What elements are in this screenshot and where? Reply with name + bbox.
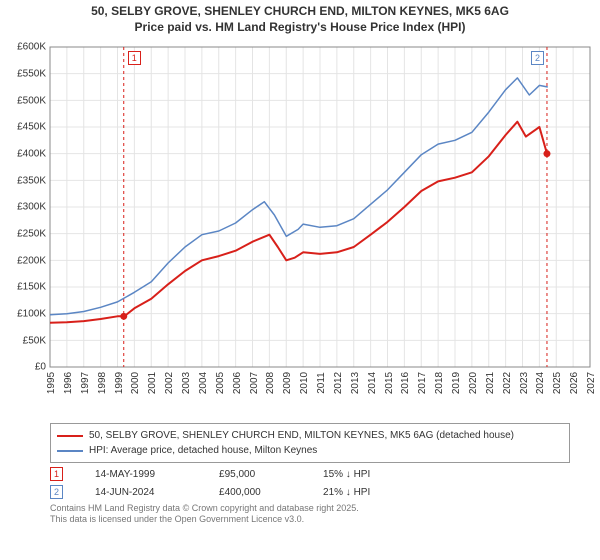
chart-marker-badge: 2 — [531, 51, 544, 65]
marker-badge-2: 2 — [50, 485, 63, 499]
legend-label-price-paid: 50, SELBY GROVE, SHENLEY CHURCH END, MIL… — [89, 428, 514, 443]
marker-badges: 12 — [0, 37, 600, 417]
legend-swatch-price-paid — [57, 435, 83, 437]
attribution-line-1: Contains HM Land Registry data © Crown c… — [50, 503, 570, 514]
marker-price-1: £95,000 — [219, 469, 299, 480]
marker-delta-2: 21% ↓ HPI — [323, 487, 370, 498]
legend-label-hpi: HPI: Average price, detached house, Milt… — [89, 443, 317, 458]
marker-row-1: 1 14-MAY-1999 £95,000 15% ↓ HPI — [50, 467, 570, 481]
attribution-line-2: This data is licensed under the Open Gov… — [50, 514, 570, 525]
marker-delta-1: 15% ↓ HPI — [323, 469, 370, 480]
legend: 50, SELBY GROVE, SHENLEY CHURCH END, MIL… — [50, 423, 570, 463]
title-line-1: 50, SELBY GROVE, SHENLEY CHURCH END, MIL… — [0, 4, 600, 20]
chart-marker-badge: 1 — [128, 51, 141, 65]
marker-date-2: 14-JUN-2024 — [95, 487, 195, 498]
marker-row-2: 2 14-JUN-2024 £400,000 21% ↓ HPI — [50, 485, 570, 499]
marker-price-2: £400,000 — [219, 487, 299, 498]
chart-title: 50, SELBY GROVE, SHENLEY CHURCH END, MIL… — [0, 0, 600, 37]
attribution: Contains HM Land Registry data © Crown c… — [50, 503, 570, 525]
legend-item-hpi: HPI: Average price, detached house, Milt… — [57, 443, 563, 458]
marker-date-1: 14-MAY-1999 — [95, 469, 195, 480]
marker-table: 1 14-MAY-1999 £95,000 15% ↓ HPI 2 14-JUN… — [50, 467, 570, 499]
legend-item-price-paid: 50, SELBY GROVE, SHENLEY CHURCH END, MIL… — [57, 428, 563, 443]
title-line-2: Price paid vs. HM Land Registry's House … — [0, 20, 600, 36]
chart-area: £0£50K£100K£150K£200K£250K£300K£350K£400… — [0, 37, 600, 417]
legend-swatch-hpi — [57, 450, 83, 452]
marker-badge-1: 1 — [50, 467, 63, 481]
